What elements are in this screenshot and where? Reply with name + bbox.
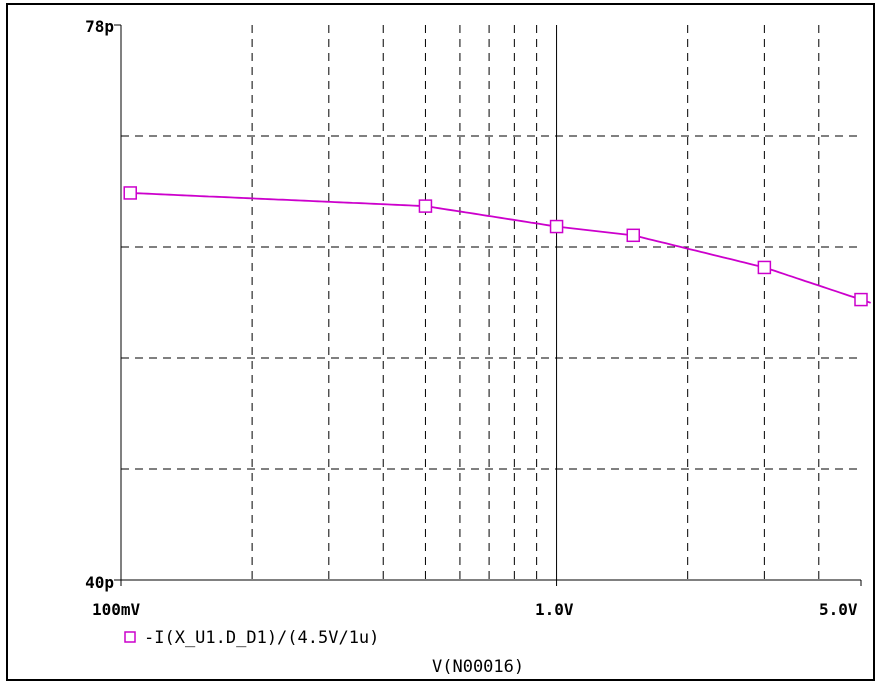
x-axis-label: V(N00016) xyxy=(432,657,524,677)
data-point-marker xyxy=(854,292,868,307)
x-tick-label-1v: 1.0V xyxy=(535,600,574,619)
x-tick-label-100mv: 100mV xyxy=(92,600,141,619)
axes xyxy=(114,24,862,586)
data-point-marker xyxy=(123,186,137,200)
legend-label: -I(X_U1.D_D1)/(4.5V/1u) xyxy=(144,628,379,648)
data-point-marker xyxy=(757,260,772,275)
markers-layer xyxy=(123,186,868,307)
plot-window: 78p 40p 100mV 1.0V 5.0V -I(X_U1.D_D1)/(4… xyxy=(6,3,875,681)
x-tick-label-5v: 5.0V xyxy=(819,600,858,619)
y-tick-label-40p: 40p xyxy=(85,573,114,592)
y-tick-label-78p: 78p xyxy=(85,17,114,36)
labels: 78p 40p 100mV 1.0V 5.0V -I(X_U1.D_D1)/(4… xyxy=(85,17,858,677)
series-line xyxy=(130,192,871,304)
grid xyxy=(121,25,861,580)
data-point-marker xyxy=(626,228,641,243)
data-point-marker xyxy=(418,199,433,213)
series-layer xyxy=(130,192,871,304)
data-point-marker xyxy=(549,219,564,234)
chart: 78p 40p 100mV 1.0V 5.0V -I(X_U1.D_D1)/(4… xyxy=(85,17,871,677)
legend-marker-icon xyxy=(124,631,136,643)
